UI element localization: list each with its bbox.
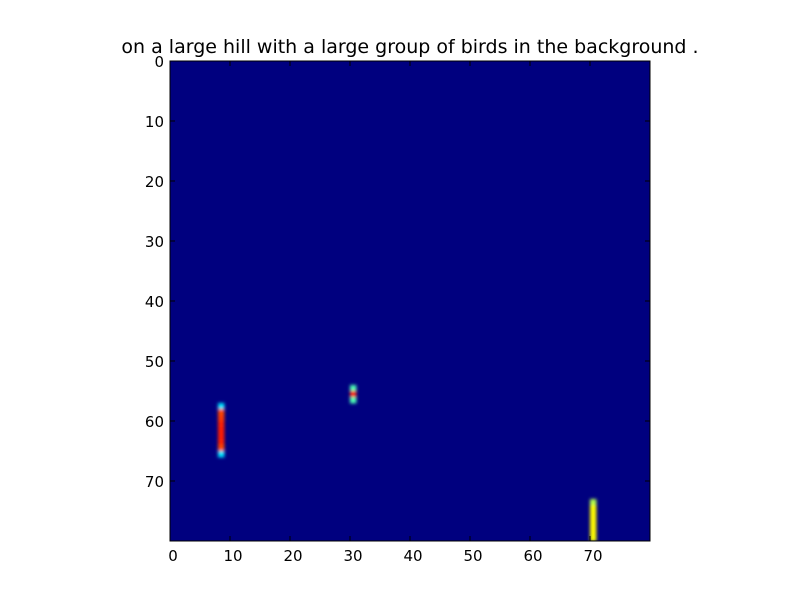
- y-tick-label: 50: [145, 353, 164, 371]
- x-tick-label: 30: [343, 547, 362, 565]
- heatmap-cell: [218, 433, 225, 440]
- y-axis: 0 10 20 30 40 50 60 70: [145, 53, 650, 491]
- heatmap-blob: [218, 403, 225, 458]
- y-tick-label: 10: [145, 113, 164, 131]
- heatmap-cell: [590, 535, 597, 541]
- heatmap-cell: [590, 511, 597, 518]
- heatmap-blob: [590, 499, 597, 541]
- x-tick-label: 10: [223, 547, 242, 565]
- heatmap-cell: [218, 445, 225, 452]
- x-axis: 0 10 20 30 40 50 60 70: [168, 61, 603, 565]
- heatmap-cell: [218, 427, 225, 434]
- x-tick-label: 40: [403, 547, 422, 565]
- heatmap-cell: [218, 403, 225, 410]
- x-tick-label: 60: [523, 547, 542, 565]
- heatmap-cells: [218, 385, 597, 541]
- y-tick-label: 30: [145, 233, 164, 251]
- y-tick-label: 40: [145, 293, 164, 311]
- heatmap-cell: [590, 523, 597, 530]
- heatmap-blob: [350, 385, 357, 404]
- y-tick-label: 60: [145, 413, 164, 431]
- x-tick-label: 20: [283, 547, 302, 565]
- y-tick-label: 70: [145, 473, 164, 491]
- heatmap-cell: [590, 529, 597, 536]
- heatmap-cell: [590, 499, 597, 506]
- heatmap-cell: [350, 385, 357, 392]
- heatmap-cell: [218, 421, 225, 428]
- chart-title: on a large hill with a large group of bi…: [121, 36, 698, 58]
- heatmap-cell: [218, 451, 225, 458]
- heatmap-cell: [218, 415, 225, 422]
- heatmap-cell: [218, 409, 225, 416]
- heatmap-cell: [218, 439, 225, 446]
- y-tick-label: 0: [154, 53, 164, 71]
- x-tick-label: 50: [463, 547, 482, 565]
- x-tick-label: 70: [583, 547, 602, 565]
- heatmap-cell: [350, 397, 357, 404]
- x-tick-label: 0: [168, 547, 178, 565]
- y-tick-label: 20: [145, 173, 164, 191]
- heatmap-background: [170, 61, 650, 541]
- heatmap-cell: [350, 391, 357, 398]
- heatmap-cell: [590, 505, 597, 512]
- heatmap-cell: [590, 517, 597, 524]
